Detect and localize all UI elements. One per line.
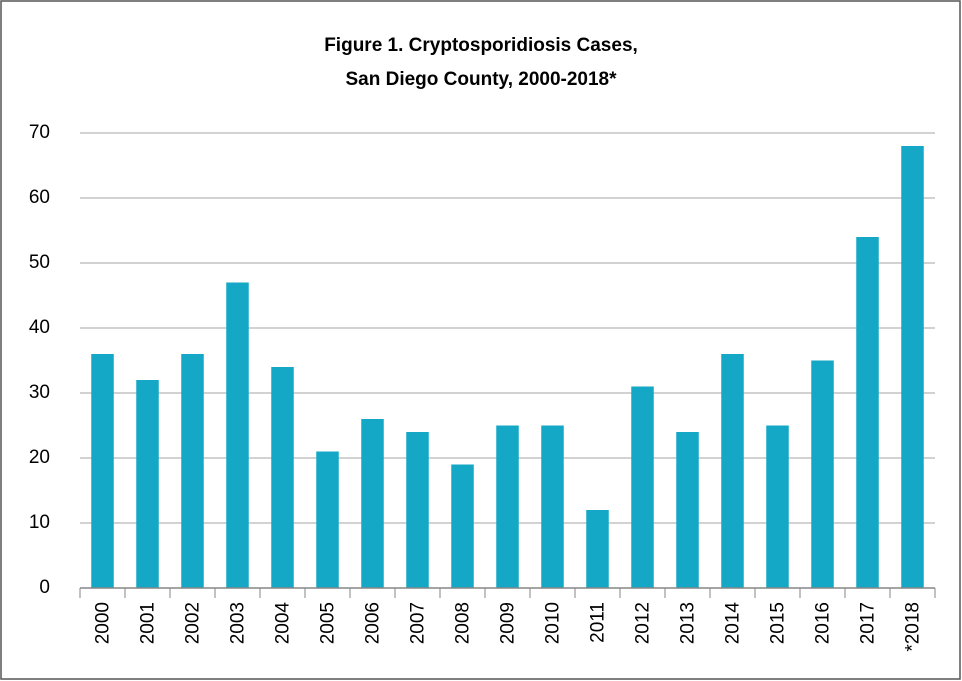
x-tick-label: 2001 (138, 602, 159, 644)
x-tick-label: 2015 (768, 602, 789, 644)
bar (271, 367, 294, 588)
y-tick-label: 40 (29, 317, 50, 338)
y-tick-label: 10 (29, 512, 50, 533)
bar (721, 354, 744, 588)
x-tick-label: 2017 (858, 602, 879, 644)
bar (856, 237, 879, 588)
bar (811, 360, 834, 588)
y-tick-label: 70 (29, 122, 50, 143)
bar (91, 354, 114, 588)
bar (361, 419, 384, 588)
x-tick-label: 2011 (588, 602, 609, 643)
x-tick-label: 2005 (318, 602, 339, 644)
x-tick-label: 2013 (678, 602, 699, 644)
bar (901, 146, 924, 588)
x-tick-label: 2010 (543, 602, 564, 644)
chart-title: Figure 1. Cryptosporidiosis Cases, (324, 35, 638, 56)
bar (496, 425, 519, 588)
bar (451, 464, 474, 588)
chart-title: San Diego County, 2000-2018* (345, 69, 617, 90)
bar (181, 354, 204, 588)
x-tick-label: *2018 (903, 602, 924, 652)
bar (676, 432, 699, 588)
x-tick-label: 2002 (183, 602, 204, 644)
y-tick-label: 60 (29, 187, 50, 208)
x-tick-label: 2008 (453, 602, 474, 644)
bar (136, 380, 159, 588)
x-tick-label: 2004 (273, 602, 294, 645)
x-tick-label: 2016 (813, 602, 834, 644)
bar (766, 425, 789, 588)
x-tick-label: 2003 (228, 602, 249, 644)
bar (406, 432, 429, 588)
bar (631, 386, 654, 588)
x-tick-label: 2006 (363, 602, 384, 644)
bar (586, 510, 609, 588)
bar (226, 282, 249, 588)
bar (541, 425, 564, 588)
y-tick-label: 30 (29, 382, 50, 403)
x-tick-label: 2000 (93, 602, 114, 644)
y-tick-label: 0 (39, 577, 50, 598)
y-tick-label: 20 (29, 447, 50, 468)
bar (316, 451, 339, 588)
x-tick-label: 2009 (498, 602, 519, 644)
y-tick-label: 50 (29, 252, 50, 273)
x-tick-label: 2012 (633, 602, 654, 644)
x-tick-label: 2014 (723, 602, 744, 645)
x-tick-label: 2007 (408, 602, 429, 644)
